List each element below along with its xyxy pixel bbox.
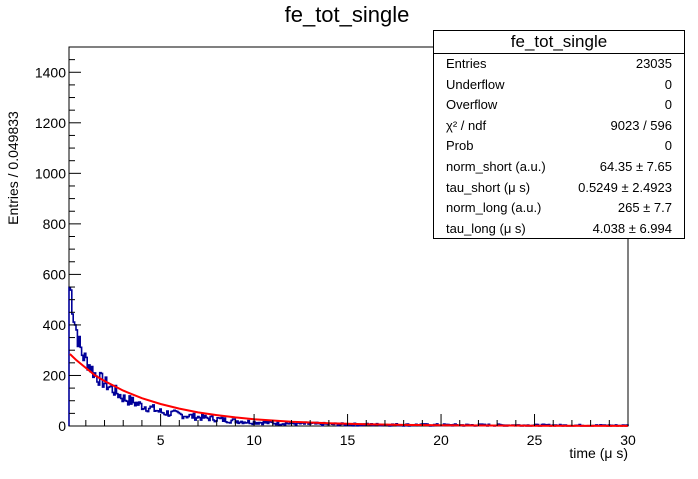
- stats-label: Overflow: [446, 97, 498, 113]
- y-tick-label: 1400: [35, 64, 66, 80]
- y-tick-label: 1200: [35, 115, 66, 131]
- y-tick-label: 1000: [35, 165, 66, 181]
- x-tick-label: 15: [340, 432, 356, 448]
- stats-row: tau_short (μ s) 0.5249 ± 2.4923: [434, 178, 684, 199]
- x-tick-label: 25: [527, 432, 543, 448]
- stats-label: norm_long (a.u.): [446, 200, 542, 216]
- y-tick-label: 800: [43, 216, 67, 232]
- stats-label: Underflow: [446, 76, 505, 92]
- stats-label: Prob: [446, 138, 474, 154]
- stats-value: 0: [664, 97, 672, 113]
- y-tick-label: 200: [43, 367, 67, 383]
- stats-label: Entries: [446, 56, 487, 71]
- stats-row: norm_long (a.u.) 265 ± 7.7: [434, 198, 684, 219]
- chart-title: fe_tot_single: [285, 2, 410, 27]
- y-tick-label: 600: [43, 266, 67, 282]
- stats-title: fe_tot_single: [434, 31, 684, 54]
- x-tick-label: 10: [246, 432, 262, 448]
- stats-label: tau_short (μ s): [446, 179, 531, 195]
- stats-value: 0.5249 ± 2.4923: [578, 179, 672, 195]
- x-tick-label: 5: [157, 432, 165, 448]
- stats-row: tau_long (μ s) 4.038 ± 6.994: [434, 219, 684, 240]
- stats-label: χ² / ndf: [446, 117, 487, 133]
- stats-row: Overflow 0: [434, 95, 684, 116]
- stats-value: 4.038 ± 6.994: [592, 220, 672, 236]
- stats-value: 9023 / 596: [610, 117, 672, 133]
- stats-value: 23035: [635, 56, 672, 71]
- stats-value: 0: [664, 138, 672, 154]
- y-tick-label: 400: [43, 317, 67, 333]
- x-tick-label: 30: [620, 432, 636, 448]
- x-axis-label: time (μ s): [569, 445, 628, 461]
- stats-box: fe_tot_single Entries 23035 Underflow 0 Over…: [433, 30, 685, 239]
- stats-row: norm_short (a.u.) 64.35 ± 7.65: [434, 157, 684, 178]
- stats-value: 265 ± 7.7: [617, 200, 672, 216]
- fit-curve: [69, 353, 629, 427]
- y-tick-label: 0: [58, 418, 66, 434]
- x-tick-label: 20: [433, 432, 449, 448]
- stats-row: χ² / ndf 9023 / 596: [434, 116, 684, 137]
- stats-row: Prob 0: [434, 136, 684, 157]
- stats-label: norm_short (a.u.): [446, 158, 546, 174]
- y-axis-label: Entries / 0.049833: [5, 111, 21, 225]
- stats-row: Entries 23035: [434, 54, 684, 75]
- stats-value: 0: [664, 76, 672, 92]
- histogram-series: [68, 286, 629, 427]
- stats-row: Underflow 0: [434, 75, 684, 96]
- stats-label: tau_long (μ s): [446, 220, 526, 236]
- stats-value: 64.35 ± 7.65: [599, 158, 672, 174]
